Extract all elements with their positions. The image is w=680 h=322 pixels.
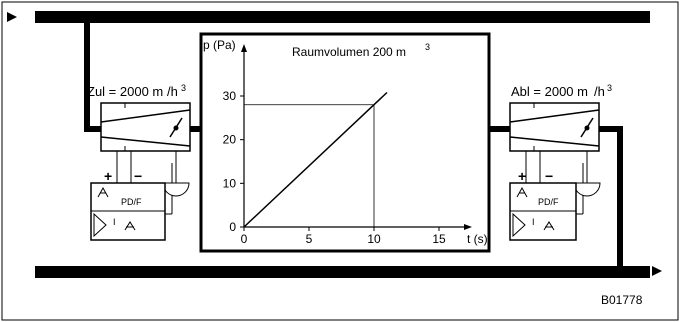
- y-axis-arrow-icon: [241, 44, 247, 52]
- exhaust-branch-duct: [598, 126, 623, 266]
- exhaust-minus-sign: −: [545, 168, 553, 184]
- chart-title: Raumvolumen 200 m: [292, 45, 406, 59]
- exhaust-amplifier-symbol-icon: [516, 186, 528, 198]
- supply-inlet-arrow-icon: [7, 12, 17, 22]
- supply-duct: [35, 11, 650, 23]
- chart-axes: [241, 44, 472, 230]
- supply-actuator-icon: [162, 182, 190, 197]
- y-tick-label: 20: [223, 133, 237, 147]
- y-tick-label: 30: [223, 89, 237, 103]
- supply-flow-unit-sup: 3: [181, 83, 186, 93]
- x-tick-label: 0: [241, 232, 248, 246]
- exhaust-flow-unit-sup: 3: [607, 83, 612, 93]
- supply-controller: [90, 151, 190, 241]
- y-ticks: 0 10 20 30: [223, 89, 244, 234]
- x-tick-label: 15: [432, 232, 446, 246]
- x-ticks: 0 5 10 15: [241, 227, 446, 246]
- y-tick-label: 0: [229, 220, 236, 234]
- figure-id: B01778: [601, 293, 643, 307]
- x-axis-label: t (s): [467, 232, 488, 246]
- supply-minus-sign: −: [134, 168, 142, 184]
- exhaust-duct: [35, 266, 650, 278]
- supply-amplifier-symbol-icon: [97, 186, 109, 198]
- chart-series: [243, 91, 388, 228]
- pressure-line: [243, 91, 388, 228]
- chart-title-sup: 3: [425, 42, 430, 52]
- exhaust-flow-label: Abl = 2000 m: [511, 84, 588, 99]
- exhaust-volume-flow-controller: [509, 102, 600, 152]
- exhaust-amplifier-symbol-2-icon: [543, 221, 555, 231]
- x-tick-label: 5: [306, 232, 313, 246]
- x-axis-arrow-icon: [464, 224, 472, 230]
- exhaust-controller: [509, 151, 601, 241]
- supply-pdf-label: PD/F: [121, 197, 142, 207]
- exhaust-i-label: I: [532, 217, 535, 227]
- supply-branch-duct: [84, 23, 101, 132]
- reference-lines: [244, 104, 375, 227]
- exhaust-plus-sign: +: [518, 168, 526, 184]
- supply-volume-flow-controller: [100, 102, 191, 152]
- room-chart-panel: [199, 32, 491, 253]
- supply-amplifier-symbol-2-icon: [124, 221, 136, 231]
- exhaust-outlet-arrow-icon: [652, 266, 662, 276]
- x-tick-label: 10: [367, 232, 381, 246]
- y-axis-label: p (Pa): [203, 38, 236, 52]
- y-tick-label: 10: [223, 176, 237, 190]
- supply-flow-unit-suffix: /h: [167, 84, 178, 99]
- exhaust-pdf-label: PD/F: [538, 197, 559, 207]
- supply-i-label: I: [113, 217, 116, 227]
- supply-flow-label: Zul = 2000 m: [87, 84, 163, 99]
- exhaust-actuator-icon: [573, 182, 601, 197]
- supply-plus-sign: +: [104, 168, 112, 184]
- exhaust-flow-unit-suffix: /h: [594, 84, 605, 99]
